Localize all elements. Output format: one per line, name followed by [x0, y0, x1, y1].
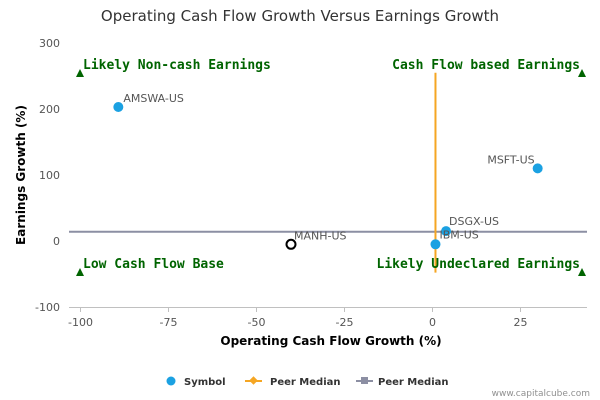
legend: Symbol Peer Median Peer Median [166, 376, 449, 389]
y-tick-label: 0 [53, 235, 60, 248]
quadrant-label-bottom-right: Likely Undeclared Earnings [377, 257, 581, 272]
legend-peer-median-vertical-label: Peer Median [270, 377, 341, 388]
quadrant-label-top-right: Cash Flow based Earnings [392, 58, 580, 73]
y-tick-label: 200 [39, 103, 60, 116]
y-axis-title: Earnings Growth (%) [14, 105, 28, 245]
legend-item-symbol[interactable]: Symbol [166, 376, 226, 389]
data-point-label: IBM-US [439, 228, 478, 241]
y-tick-label: 300 [39, 37, 60, 50]
data-point-label: MSFT-US [487, 153, 534, 166]
quadrant-label-top-left: Likely Non-cash Earnings [83, 58, 271, 73]
x-tick-label: 25 [514, 316, 528, 329]
quadrant-marker-top-left [76, 69, 84, 77]
y-tick-label: -100 [35, 301, 60, 314]
credit-text: www.capitalcube.com [492, 389, 590, 399]
data-point[interactable] [285, 238, 297, 250]
legend-item-peer-median-horizontal[interactable]: Peer Median [356, 377, 449, 388]
data-point-label: MANH-US [294, 229, 347, 242]
x-tick-label: -100 [68, 316, 93, 329]
data-point[interactable] [113, 102, 124, 113]
plot-area: -100 -75 -50 -25 0 25 -100 0 100 200 300 Likely Non… [35, 37, 587, 329]
x-axis-title: Operating Cash Flow Growth (%) [220, 334, 441, 348]
legend-item-peer-median-vertical[interactable]: Peer Median [245, 376, 341, 388]
quadrant-marker-bottom-left [76, 268, 84, 276]
legend-peer-median-vertical-marker [249, 376, 258, 385]
legend-peer-median-horizontal-label: Peer Median [378, 377, 449, 388]
data-point-label: DSGX-US [449, 215, 499, 228]
data-point[interactable] [441, 226, 452, 237]
x-tick-label: -75 [160, 316, 178, 329]
x-tick-label: 0 [429, 316, 436, 329]
quadrant-marker-top-right [578, 69, 586, 77]
quadrant-marker-bottom-right [578, 268, 586, 276]
legend-symbol-marker [166, 376, 176, 386]
legend-symbol-label: Symbol [184, 377, 226, 388]
y-tick-label: 100 [39, 169, 60, 182]
data-point[interactable] [430, 239, 441, 250]
legend-peer-median-horizontal-marker [361, 377, 368, 384]
chart-title: Operating Cash Flow Growth Versus Earnin… [101, 7, 499, 25]
data-point-label: AMSWA-US [123, 92, 184, 105]
data-point[interactable] [532, 163, 543, 174]
x-tick-label: -25 [336, 316, 354, 329]
x-tick-label: -50 [248, 316, 266, 329]
quadrant-label-bottom-left: Low Cash Flow Base [83, 257, 224, 272]
